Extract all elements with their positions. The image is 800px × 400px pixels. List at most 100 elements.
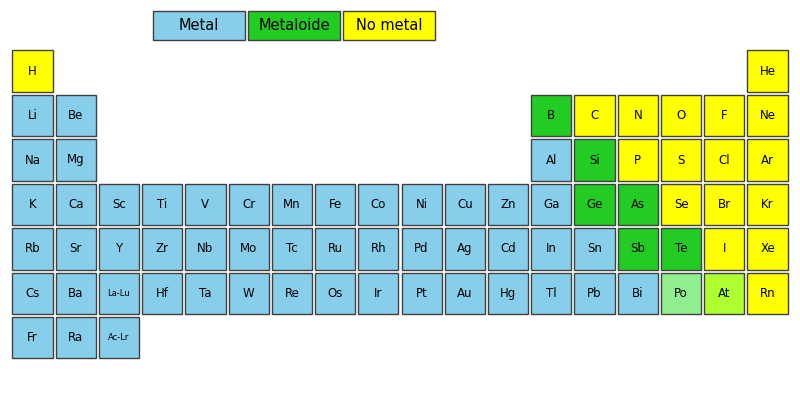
Text: Co: Co [370, 198, 386, 211]
Text: In: In [546, 242, 557, 255]
Text: Hf: Hf [156, 287, 169, 300]
Bar [445, 228, 485, 270]
Bar [99, 184, 139, 225]
Bar [358, 184, 398, 225]
Bar [315, 273, 355, 314]
Text: Br: Br [718, 198, 731, 211]
Bar [12, 50, 53, 92]
Bar [142, 228, 182, 270]
Text: Metal: Metal [178, 18, 219, 33]
Bar [531, 184, 571, 225]
Bar [747, 184, 788, 225]
Bar [747, 139, 788, 181]
Text: Y: Y [115, 242, 122, 255]
Text: P: P [634, 154, 642, 166]
Bar [12, 273, 53, 314]
Text: Be: Be [68, 109, 83, 122]
Text: Ne: Ne [759, 109, 775, 122]
Text: Ta: Ta [199, 287, 212, 300]
Text: V: V [202, 198, 210, 211]
Bar [661, 228, 701, 270]
Bar [574, 139, 614, 181]
Bar [12, 317, 53, 358]
Text: Mn: Mn [283, 198, 301, 211]
Bar [402, 273, 442, 314]
Bar [747, 95, 788, 136]
Bar [661, 139, 701, 181]
Text: Na: Na [25, 154, 41, 166]
Bar [531, 228, 571, 270]
Text: Sn: Sn [587, 242, 602, 255]
Text: Cd: Cd [500, 242, 516, 255]
Bar [55, 95, 96, 136]
Text: Ga: Ga [543, 198, 559, 211]
Text: B: B [547, 109, 555, 122]
Text: He: He [759, 65, 775, 78]
Bar [747, 228, 788, 270]
Text: N: N [634, 109, 642, 122]
Text: At: At [718, 287, 730, 300]
Text: Metaloide: Metaloide [258, 18, 330, 33]
Bar [704, 228, 745, 270]
Bar [704, 273, 745, 314]
Text: Xe: Xe [760, 242, 775, 255]
Text: Pt: Pt [416, 287, 427, 300]
Text: H: H [28, 65, 37, 78]
Bar [574, 228, 614, 270]
Bar [747, 50, 788, 92]
Text: Ir: Ir [374, 287, 382, 300]
Bar [531, 273, 571, 314]
Text: As: As [630, 198, 645, 211]
Text: Zr: Zr [156, 242, 169, 255]
Text: Rb: Rb [25, 242, 40, 255]
Text: Re: Re [285, 287, 299, 300]
Bar [315, 228, 355, 270]
Text: C: C [590, 109, 598, 122]
Bar [12, 139, 53, 181]
Text: No metal: No metal [356, 18, 422, 33]
Text: F: F [721, 109, 728, 122]
Bar [661, 273, 701, 314]
Bar [358, 273, 398, 314]
Bar [186, 273, 226, 314]
Text: La-Lu: La-Lu [108, 289, 130, 298]
Text: Mg: Mg [67, 154, 85, 166]
Text: Te: Te [675, 242, 687, 255]
Bar [12, 184, 53, 225]
Bar [531, 95, 571, 136]
Text: I: I [722, 242, 726, 255]
Bar [488, 228, 528, 270]
Text: Zn: Zn [500, 198, 516, 211]
Text: W: W [243, 287, 254, 300]
Bar [248, 11, 340, 40]
Text: Al: Al [546, 154, 557, 166]
Text: Tc: Tc [286, 242, 298, 255]
Bar [445, 273, 485, 314]
Bar [153, 11, 245, 40]
Bar [618, 95, 658, 136]
Bar [747, 273, 788, 314]
Bar [618, 184, 658, 225]
Bar [574, 273, 614, 314]
Text: Cr: Cr [242, 198, 255, 211]
Text: Ar: Ar [761, 154, 774, 166]
Bar [574, 95, 614, 136]
Text: Sc: Sc [112, 198, 126, 211]
Bar [661, 184, 701, 225]
Bar [12, 228, 53, 270]
Text: Ca: Ca [68, 198, 83, 211]
Bar [55, 273, 96, 314]
Text: Tl: Tl [546, 287, 557, 300]
Text: Ra: Ra [68, 331, 83, 344]
Bar [55, 228, 96, 270]
Bar [55, 139, 96, 181]
Text: Os: Os [327, 287, 343, 300]
Bar [99, 273, 139, 314]
Text: Bi: Bi [632, 287, 643, 300]
Text: Ag: Ag [457, 242, 473, 255]
Bar [272, 228, 312, 270]
Text: Nb: Nb [198, 242, 214, 255]
Text: Ti: Ti [157, 198, 167, 211]
Bar [574, 184, 614, 225]
Bar [142, 184, 182, 225]
